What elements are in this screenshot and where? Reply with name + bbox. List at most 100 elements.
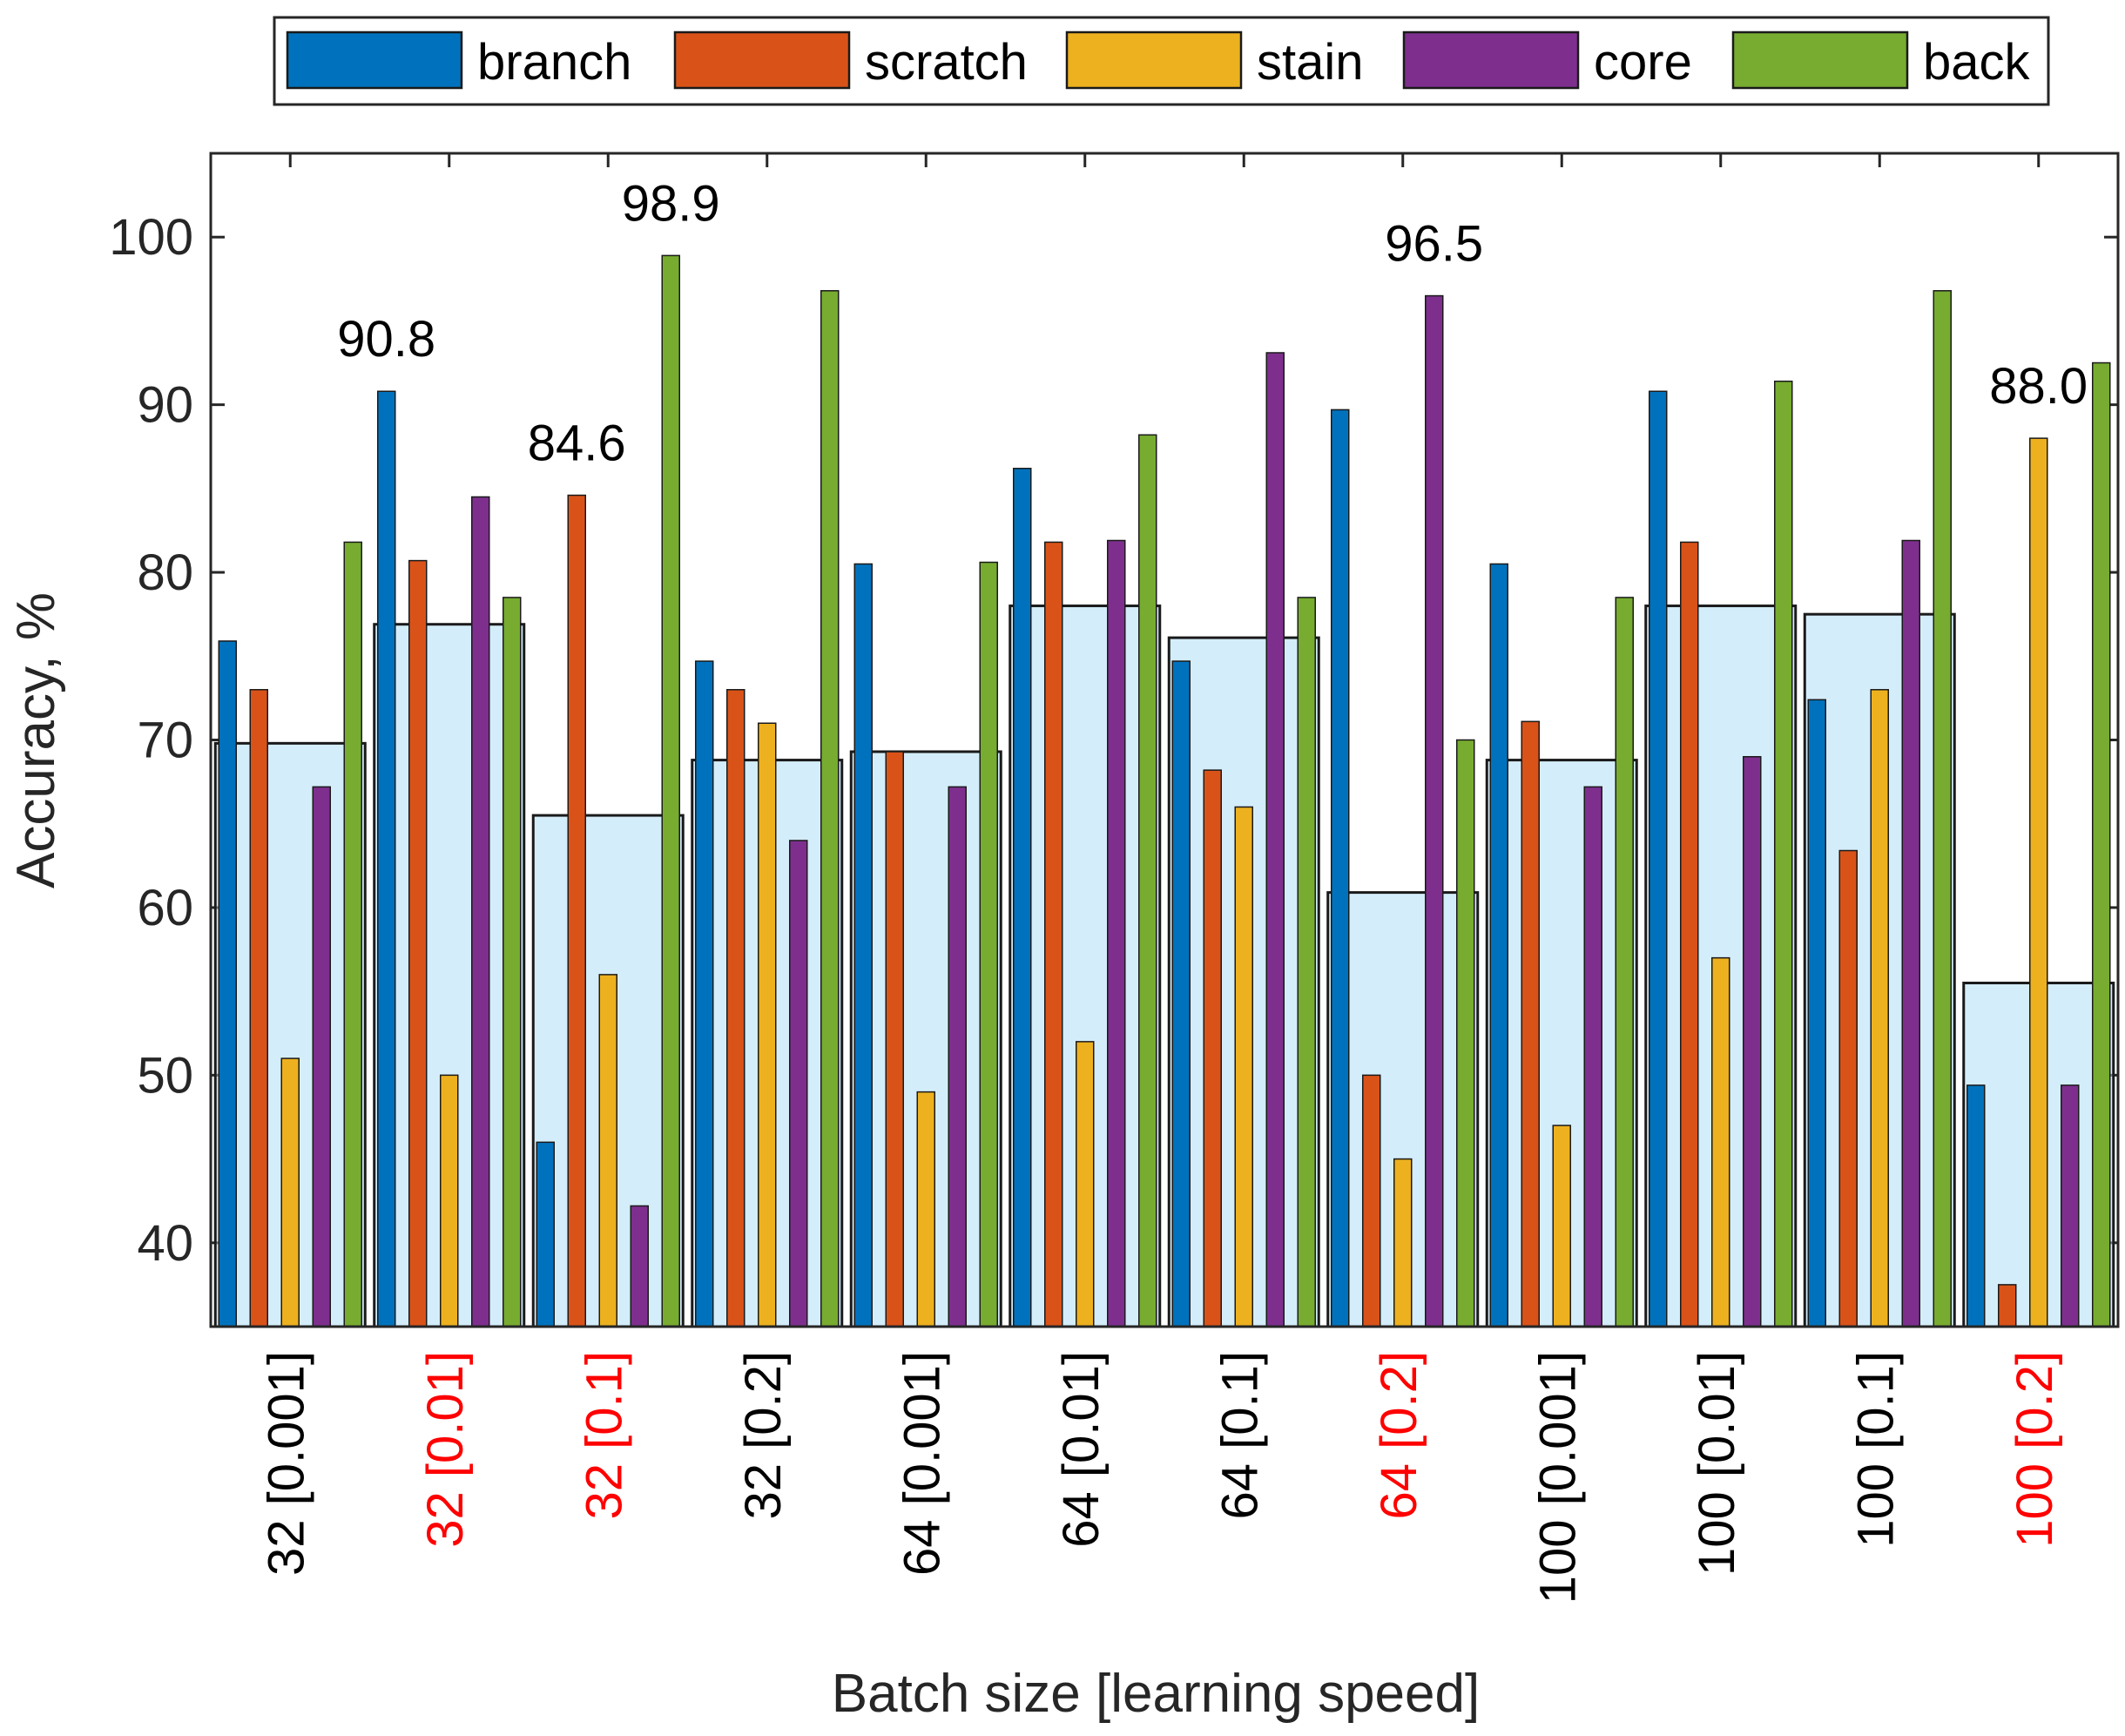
bar-back bbox=[503, 597, 522, 1327]
bar-core bbox=[1265, 352, 1285, 1327]
value-annotation: 88.0 bbox=[1989, 358, 2088, 415]
y-tick-label: 60 bbox=[137, 880, 193, 936]
x-category-label: 100 [0.1] bbox=[1848, 1351, 1905, 1548]
bar-scratch bbox=[1203, 769, 1222, 1327]
bar-back bbox=[343, 541, 362, 1327]
x-category-label: 100 [0.001] bbox=[1530, 1351, 1587, 1604]
x-category-label: 100 [0.01] bbox=[1689, 1351, 1745, 1576]
bar-scratch bbox=[1838, 849, 1858, 1327]
bar-branch bbox=[1489, 563, 1508, 1327]
bar-back bbox=[1456, 739, 1475, 1327]
value-annotation: 90.8 bbox=[337, 311, 435, 368]
bar-back bbox=[1138, 434, 1157, 1327]
x-category-label: 32 [0.001] bbox=[259, 1351, 315, 1576]
bar-branch bbox=[1807, 699, 1826, 1327]
chart-legend: branch scratch stain core back bbox=[273, 16, 2050, 106]
bar-scratch bbox=[408, 559, 428, 1327]
bar-stain bbox=[916, 1091, 935, 1327]
average-boxes bbox=[213, 605, 2115, 1328]
bar-scratch bbox=[1521, 720, 1540, 1327]
x-category-label: 32 [0.2] bbox=[735, 1351, 792, 1519]
legend-swatch-scratch bbox=[673, 30, 851, 90]
bar-back bbox=[1933, 290, 1952, 1327]
x-category-label: 32 [0.01] bbox=[417, 1351, 474, 1548]
bar-stain bbox=[1076, 1041, 1095, 1327]
x-axis-title: Batch size [learning speed] bbox=[832, 1664, 1480, 1724]
x-category-label: 64 [0.1] bbox=[1212, 1351, 1269, 1519]
bar-branch bbox=[536, 1141, 555, 1327]
bar-back bbox=[979, 561, 998, 1327]
bar-branch bbox=[377, 390, 396, 1327]
bar-scratch bbox=[1362, 1074, 1381, 1327]
bar-branch bbox=[218, 640, 237, 1327]
legend-swatch-back bbox=[1731, 30, 1909, 90]
bar-back bbox=[820, 290, 840, 1327]
y-tick-label: 40 bbox=[137, 1215, 193, 1272]
bar-core bbox=[1583, 786, 1602, 1327]
y-tick-labels: 40 50 60 70 80 90 100 bbox=[109, 209, 193, 1272]
bar-core bbox=[630, 1205, 649, 1327]
legend-label-scratch: scratch bbox=[865, 34, 1028, 91]
value-annotations: 90.8 84.6 98.9 96.5 88.0 bbox=[337, 175, 2088, 471]
x-category-label: 64 [0.01] bbox=[1053, 1351, 1110, 1548]
bar-stain bbox=[2029, 437, 2048, 1327]
bar-scratch bbox=[885, 751, 904, 1327]
legend-label-stain: stain bbox=[1257, 34, 1364, 91]
bar-stain bbox=[1711, 956, 1730, 1327]
bar-core bbox=[312, 786, 331, 1327]
bar-scratch bbox=[1680, 541, 1699, 1327]
bar-scratch bbox=[1998, 1284, 2017, 1327]
y-axis-title: Accuracy, % bbox=[6, 592, 66, 888]
bar-core bbox=[1107, 539, 1126, 1327]
bar-core bbox=[1743, 755, 1762, 1327]
value-annotation: 96.5 bbox=[1385, 216, 1483, 273]
bar-core bbox=[1901, 539, 1920, 1327]
legend-label-back: back bbox=[1923, 34, 2031, 91]
bar-stain bbox=[1552, 1125, 1571, 1327]
y-tick-label: 70 bbox=[137, 713, 193, 769]
bar-back bbox=[1774, 380, 1793, 1327]
legend-swatch-core bbox=[1402, 30, 1580, 90]
bar-back bbox=[1297, 597, 1316, 1327]
bar-back bbox=[2092, 361, 2111, 1327]
legend-label-core: core bbox=[1594, 34, 1692, 91]
bar-back bbox=[661, 254, 680, 1327]
bar-branch bbox=[853, 563, 873, 1327]
bar-stain bbox=[1234, 806, 1253, 1327]
y-tick-label: 50 bbox=[137, 1047, 193, 1104]
x-category-label: 100 [0.2] bbox=[2007, 1351, 2063, 1548]
bars bbox=[218, 254, 2111, 1327]
bar-scratch bbox=[249, 689, 268, 1327]
legend-label-branch: branch bbox=[477, 34, 631, 91]
bar-branch bbox=[1649, 390, 1668, 1327]
bar-scratch bbox=[726, 689, 745, 1327]
bar-branch bbox=[1171, 660, 1191, 1327]
x-category-label: 64 [0.2] bbox=[1371, 1351, 1427, 1519]
x-category-label: 32 [0.1] bbox=[577, 1351, 633, 1519]
bar-stain bbox=[1393, 1158, 1413, 1327]
bar-branch bbox=[695, 660, 714, 1327]
plot-frame bbox=[209, 152, 2120, 1328]
legend-swatch-stain bbox=[1065, 30, 1243, 90]
bar-scratch bbox=[1044, 541, 1063, 1327]
bar-branch bbox=[1966, 1084, 1986, 1327]
bar-stain bbox=[758, 722, 777, 1327]
bar-branch bbox=[1331, 409, 1350, 1327]
y-tick-label: 90 bbox=[137, 377, 193, 434]
bar-branch bbox=[1013, 468, 1032, 1327]
bar-core bbox=[789, 840, 808, 1327]
bar-stain bbox=[280, 1057, 300, 1327]
bar-stain bbox=[1870, 689, 1889, 1327]
bar-scratch bbox=[567, 494, 586, 1327]
value-annotation: 84.6 bbox=[528, 415, 626, 472]
bar-core bbox=[471, 496, 490, 1327]
bar-core bbox=[1425, 294, 1444, 1327]
x-category-labels: 32 [0.001] 32 [0.01] 32 [0.1] 32 [0.2] 64 [0… bbox=[259, 1351, 2064, 1604]
bar-core bbox=[948, 786, 967, 1327]
value-annotation: 98.9 bbox=[622, 175, 720, 232]
bar-stain bbox=[598, 974, 617, 1327]
x-category-label: 64 [0.001] bbox=[894, 1351, 951, 1576]
legend-swatch-branch bbox=[286, 30, 463, 90]
y-tick-label: 80 bbox=[137, 544, 193, 601]
